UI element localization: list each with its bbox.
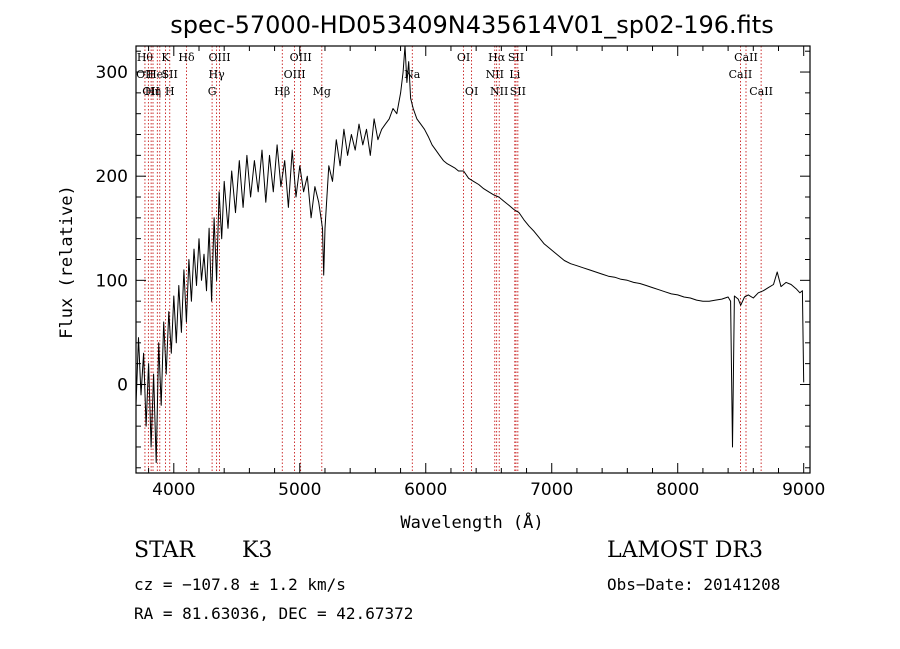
line-label: OIII xyxy=(284,68,306,81)
line-label: OI xyxy=(457,51,470,64)
line-label: Hη xyxy=(145,85,161,98)
line-label: Hδ xyxy=(178,51,195,64)
y-tick-label: 300 xyxy=(96,63,128,83)
line-marker-layer: HθOIIOIIHηHeIKSIIHHδGHγOIIIHβOIIIOIIIMgN… xyxy=(136,46,773,473)
line-label: OII xyxy=(142,85,160,98)
y-tick-label: 0 xyxy=(117,375,128,395)
series-line-flux xyxy=(135,45,805,464)
x-tick-label: 4000 xyxy=(152,480,195,500)
object-class: STAR xyxy=(134,538,195,563)
line-label: OII xyxy=(136,68,154,81)
plot-frame xyxy=(135,45,811,474)
redshift-cz: cz = −107.8 ± 1.2 km/s xyxy=(134,575,346,594)
obs-date: Obs−Date: 20141208 xyxy=(607,575,781,594)
line-label: Hα xyxy=(488,51,506,64)
axis-layer: 4000 5000 6000 7000 8000 9000 0 100 200 300 xyxy=(96,46,825,500)
y-tick-label: 100 xyxy=(96,271,128,291)
line-label: SII xyxy=(508,51,524,64)
y-axis-label: Flux (relative) xyxy=(57,185,77,339)
line-label: HeI xyxy=(147,68,167,81)
survey-name: LAMOST DR3 xyxy=(607,538,763,563)
x-tick-label: 9000 xyxy=(782,480,825,500)
line-label: CaII xyxy=(734,51,758,64)
chart-title: spec-57000-HD053409N435614V01_sp02-196.f… xyxy=(170,11,773,39)
series-layer xyxy=(135,45,805,464)
line-label: G xyxy=(208,85,217,98)
y-tick-label: 200 xyxy=(96,167,128,187)
line-label: OIII xyxy=(290,51,312,64)
line-label: CaII xyxy=(749,85,773,98)
object-subclass: K3 xyxy=(242,538,273,563)
line-label: Hγ xyxy=(209,68,226,81)
line-label: OIII xyxy=(208,51,230,64)
x-tick-label: 6000 xyxy=(404,480,447,500)
line-label: Hθ xyxy=(137,51,154,64)
x-tick-label: 5000 xyxy=(278,480,321,500)
line-label: SII xyxy=(510,85,526,98)
line-label: SII xyxy=(162,68,178,81)
line-label: NII xyxy=(486,68,504,81)
line-label: Hβ xyxy=(274,85,290,98)
line-label: K xyxy=(161,51,170,64)
x-tick-label: 7000 xyxy=(530,480,573,500)
line-label: CaII xyxy=(729,68,753,81)
line-label: OI xyxy=(465,85,478,98)
line-label: Li xyxy=(509,68,520,81)
line-label: Mg xyxy=(313,85,331,98)
line-label: NII xyxy=(490,85,508,98)
x-axis-label: Wavelength (Å) xyxy=(400,511,543,533)
line-label: H xyxy=(165,85,175,98)
coordinates: RA = 81.63036, DEC = 42.67372 xyxy=(134,604,414,623)
x-tick-label: 8000 xyxy=(656,480,699,500)
